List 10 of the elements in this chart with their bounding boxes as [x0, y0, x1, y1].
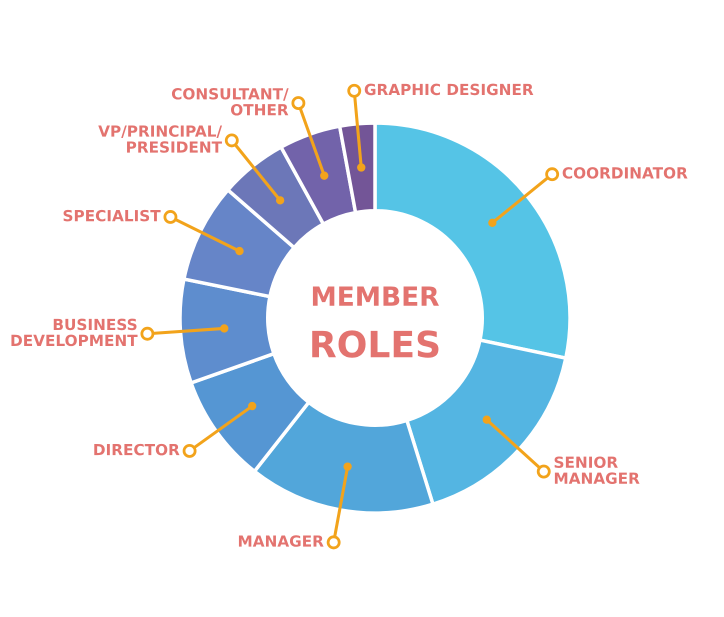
slice-label: GRAPHIC DESIGNER: [364, 84, 534, 96]
slice-label: VP/PRINCIPAL/ PRESIDENT: [98, 125, 222, 153]
slice-label: SPECIALIST: [64, 210, 161, 222]
text: MEMBER ROLES: [312, 286, 439, 358]
slice-label: SENIOR MANAGER: [554, 456, 640, 484]
slice-label: CONSULTANT/ OTHER: [172, 88, 289, 116]
slice-label: COORDINATOR: [562, 167, 688, 179]
slice-label: BUSINESS DEVELOPMENT: [11, 318, 138, 346]
slice-label: DIRECTOR: [94, 444, 180, 456]
slice-label: MANAGER: [238, 535, 324, 547]
